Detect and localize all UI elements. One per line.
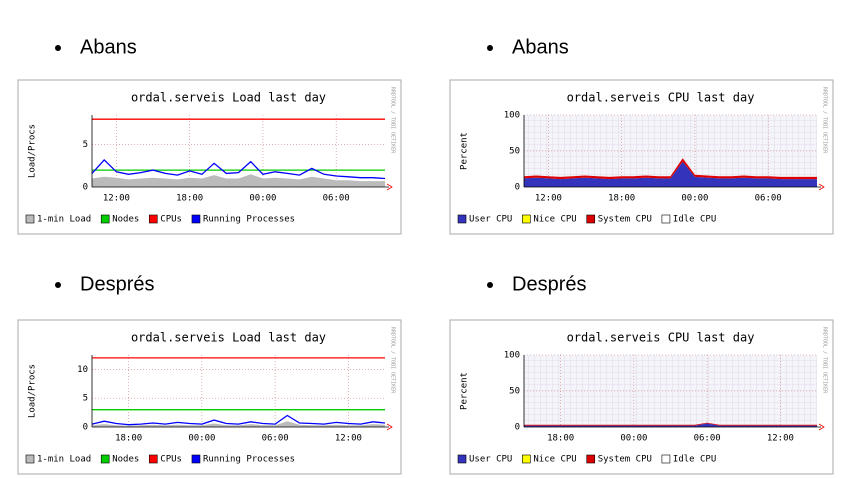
legend-swatch bbox=[191, 214, 201, 224]
legend-label: Running Processes bbox=[203, 215, 295, 225]
legend-swatch bbox=[25, 454, 35, 464]
y-tick-label: 100 bbox=[504, 351, 520, 361]
chart: ordal.serveis CPU last day Percent RRDTOOL… bbox=[449, 319, 834, 475]
legend-swatch bbox=[148, 454, 158, 464]
legend-label: CPUs bbox=[160, 455, 182, 465]
chart: ordal.serveis Load last day Load/Procs RRD… bbox=[17, 319, 402, 475]
legend-swatch bbox=[457, 454, 467, 464]
heading: Abans bbox=[512, 36, 569, 58]
legend-label: CPUs bbox=[160, 215, 182, 225]
chart: ordal.serveis CPU last day Percent RRDTOOL… bbox=[449, 79, 834, 235]
legend-label: System CPU bbox=[598, 215, 652, 225]
legend-label: Nice CPU bbox=[533, 455, 576, 465]
y-axis-label: Percent bbox=[460, 132, 470, 170]
x-tick-label: 06:00 bbox=[694, 434, 721, 444]
legend-swatch bbox=[457, 214, 467, 224]
y-tick-label: 50 bbox=[509, 387, 520, 397]
x-tick-label: 18:00 bbox=[547, 434, 574, 444]
bullet bbox=[487, 282, 493, 288]
y-axis-label: Load/Procs bbox=[28, 364, 38, 418]
legend-label: 1-min Load bbox=[37, 215, 91, 225]
heading: Després bbox=[80, 273, 154, 295]
axis-arrow bbox=[818, 183, 825, 191]
legend-swatch bbox=[586, 214, 596, 224]
y-axis-label: Load/Procs bbox=[28, 124, 38, 178]
x-tick-label: 18:00 bbox=[115, 434, 142, 444]
x-tick-label: 12:00 bbox=[335, 434, 362, 444]
heading: Abans bbox=[80, 36, 137, 58]
legend-label: Nodes bbox=[112, 215, 139, 225]
bullet bbox=[55, 45, 61, 51]
bullet bbox=[487, 45, 493, 51]
x-tick-label: 18:00 bbox=[608, 194, 635, 204]
y-axis-label: Percent bbox=[460, 372, 470, 410]
y-tick-label: 0 bbox=[515, 423, 520, 433]
x-tick-label: 18:00 bbox=[176, 194, 203, 204]
x-tick-label: 12:00 bbox=[535, 194, 562, 204]
watermark: RRDTOOL / TOBI OETIKER bbox=[822, 327, 828, 394]
chart-title: ordal.serveis CPU last day bbox=[567, 91, 755, 105]
y-tick-label: 50 bbox=[509, 147, 520, 157]
legend-swatch bbox=[661, 214, 671, 224]
legend-swatch bbox=[191, 454, 201, 464]
legend-label: 1-min Load bbox=[37, 455, 91, 465]
legend-label: Nice CPU bbox=[533, 215, 576, 225]
legend-swatch bbox=[661, 454, 671, 464]
legend-label: Idle CPU bbox=[673, 215, 716, 225]
bullet bbox=[55, 282, 61, 288]
y-tick-label: 100 bbox=[504, 111, 520, 121]
chart-title: ordal.serveis Load last day bbox=[131, 331, 326, 345]
legend-swatch bbox=[522, 454, 531, 464]
area-series bbox=[524, 161, 817, 187]
heading: Després bbox=[512, 273, 586, 295]
area-series bbox=[92, 421, 385, 427]
legend-label: System CPU bbox=[598, 455, 652, 465]
legend-label: Nodes bbox=[112, 455, 139, 465]
x-tick-label: 12:00 bbox=[767, 434, 794, 444]
line-series bbox=[91, 158, 386, 180]
legend-label: Running Processes bbox=[203, 455, 295, 465]
legend-swatch bbox=[100, 454, 110, 464]
x-tick-label: 12:00 bbox=[103, 194, 130, 204]
area-series bbox=[92, 174, 385, 187]
watermark: RRDTOOL / TOBI OETIKER bbox=[822, 87, 828, 154]
chart-title: ordal.serveis Load last day bbox=[131, 91, 326, 105]
legend-swatch bbox=[25, 214, 35, 224]
y-tick-label: 10 bbox=[77, 365, 88, 375]
x-tick-label: 00:00 bbox=[249, 194, 276, 204]
axis-arrow bbox=[386, 183, 393, 191]
x-tick-label: 06:00 bbox=[262, 434, 289, 444]
legend-label: User CPU bbox=[469, 455, 512, 465]
chart-title: ordal.serveis CPU last day bbox=[567, 331, 755, 345]
legend-swatch bbox=[586, 454, 596, 464]
legend-label: Idle CPU bbox=[673, 455, 716, 465]
area-series bbox=[524, 422, 817, 426]
legend-swatch bbox=[148, 214, 158, 224]
legend-label: User CPU bbox=[469, 215, 512, 225]
x-tick-label: 00:00 bbox=[620, 434, 647, 444]
y-tick-label: 0 bbox=[515, 183, 520, 193]
axis-arrow bbox=[818, 423, 825, 431]
area-series bbox=[524, 158, 817, 180]
area-series bbox=[524, 423, 817, 427]
y-tick-label: 0 bbox=[83, 183, 88, 193]
y-tick-label: 5 bbox=[83, 394, 88, 404]
y-tick-label: 5 bbox=[83, 140, 88, 150]
x-tick-label: 00:00 bbox=[681, 194, 708, 204]
y-tick-label: 0 bbox=[83, 423, 88, 433]
plot-area bbox=[92, 355, 385, 427]
watermark: RRDTOOL / TOBI OETIKER bbox=[390, 327, 396, 394]
x-tick-label: 06:00 bbox=[755, 194, 782, 204]
x-tick-label: 06:00 bbox=[323, 194, 350, 204]
legend-swatch bbox=[522, 214, 531, 224]
axis-arrow bbox=[386, 423, 393, 431]
chart: ordal.serveis Load last day Load/Procs RRD… bbox=[17, 79, 402, 235]
line-series bbox=[91, 414, 386, 426]
watermark: RRDTOOL / TOBI OETIKER bbox=[390, 87, 396, 154]
legend-swatch bbox=[100, 214, 110, 224]
x-tick-label: 00:00 bbox=[188, 434, 215, 444]
